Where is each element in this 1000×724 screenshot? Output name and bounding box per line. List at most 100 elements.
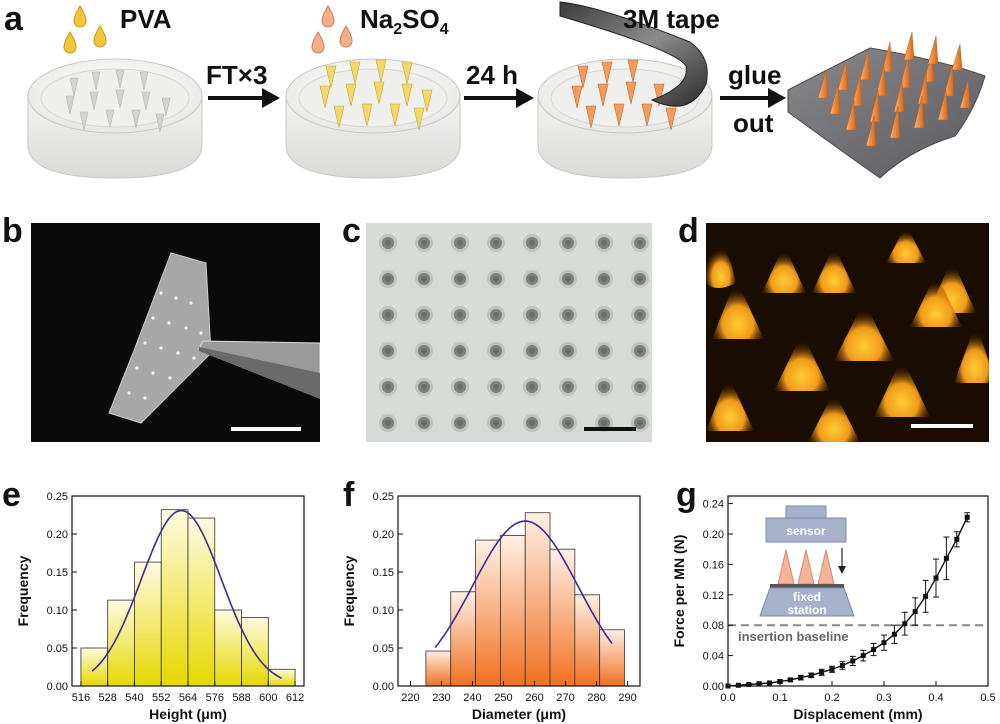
x-tick-label: 0.0 (720, 692, 735, 704)
y-tick-label: 0.05 (373, 643, 394, 655)
gaussian-fit-line (91, 509, 283, 680)
mold-dish-3 (537, 58, 713, 179)
y-tick-label: 0.20 (47, 529, 68, 541)
y-tick-label: 0.25 (373, 491, 394, 503)
histogram-bar (574, 594, 601, 687)
microwell (523, 378, 541, 396)
x-tick-label: 0.5 (980, 692, 995, 704)
data-point (767, 680, 773, 686)
x-tick-label: 0.1 (772, 692, 787, 704)
y-tick-label: 0.08 (703, 620, 724, 632)
glue-label: glue (728, 60, 782, 90)
x-tick-label: 280 (587, 692, 605, 704)
microwell (379, 414, 397, 432)
out-label: out (733, 108, 774, 138)
needle-cone (797, 549, 815, 585)
x-tick-label: 240 (463, 692, 481, 704)
data-point (819, 669, 825, 675)
y-tick-label: 0.05 (47, 643, 68, 655)
station-label-line-1: fixed (793, 590, 821, 604)
x-axis-title: Displacement (mm) (793, 706, 922, 722)
microwell (415, 342, 433, 360)
panel-label-a: a (4, 0, 23, 38)
microwell (559, 378, 577, 396)
y-axis-title: Frequency (341, 555, 357, 626)
sensor-label: sensor (786, 524, 826, 538)
microwell (559, 234, 577, 252)
data-point (954, 536, 960, 542)
microwell (451, 414, 469, 432)
microwell (487, 234, 505, 252)
x-axis-title: Height (μm) (149, 706, 227, 722)
microwell (451, 270, 469, 288)
histogram-bar (80, 647, 109, 687)
fluorescence-photo (706, 223, 989, 442)
panel-label-f: f (343, 476, 355, 514)
needle-cone (817, 549, 835, 585)
station-label-line-2: station (787, 603, 826, 617)
microwell (487, 342, 505, 360)
microwell (559, 414, 577, 432)
microwell (523, 414, 541, 432)
panel-label-g: g (676, 476, 697, 514)
microwell (415, 234, 433, 252)
microwell (379, 342, 397, 360)
data-point (933, 575, 939, 581)
x-tick-label: 576 (206, 692, 224, 704)
x-tick-label: 516 (72, 692, 90, 704)
microwell (559, 270, 577, 288)
microwell (631, 342, 649, 360)
scale-bar (911, 424, 973, 428)
microwell (595, 270, 613, 288)
sodium-sulfate-droplets-icon (311, 5, 353, 54)
y-tick-label: 0.20 (373, 529, 394, 541)
microwell (523, 270, 541, 288)
fixed-station-block (759, 587, 855, 617)
x-tick-label: 260 (525, 692, 543, 704)
histogram-bar (425, 650, 452, 687)
microwell (451, 378, 469, 396)
x-tick-label: 528 (99, 692, 117, 704)
microwell (487, 306, 505, 324)
gaussian-fit-line (434, 520, 613, 648)
sodium-sulfate-label: Na2SO4 (360, 4, 449, 39)
scale-bar (231, 427, 301, 431)
histogram-bar (107, 599, 135, 687)
microscopy-grid-photo (366, 223, 652, 442)
histogram-bar (499, 535, 526, 687)
needle-cone (777, 549, 795, 585)
microwell (487, 414, 505, 432)
microwell (523, 342, 541, 360)
x-tick-label: 612 (286, 692, 304, 704)
sensor-block (765, 517, 847, 543)
down-arrow-head-icon (838, 566, 846, 574)
microwell (631, 270, 649, 288)
microwell (415, 270, 433, 288)
microwell (379, 378, 397, 396)
y-tick-label: 0.16 (703, 559, 724, 571)
microwell (451, 306, 469, 324)
y-tick-label: 0.04 (703, 651, 724, 663)
histogram-bar (599, 629, 625, 687)
patch-photo (31, 223, 320, 442)
microwell (379, 234, 397, 252)
panel-label-c: c (342, 212, 361, 250)
histogram-bar (450, 591, 476, 687)
freeze-thaw-label: FT×3 (206, 60, 268, 90)
x-tick-label: 0.4 (928, 692, 943, 704)
scale-bar (584, 427, 636, 431)
y-axis-title: Force per MN (N) (671, 535, 687, 648)
data-point (881, 640, 887, 646)
y-tick-label: 0.00 (47, 681, 68, 693)
y-tick-label: 0.15 (47, 567, 68, 579)
panel-label-b: b (2, 212, 23, 250)
x-tick-label: 600 (259, 692, 277, 704)
microwell (523, 306, 541, 324)
data-point (891, 631, 897, 637)
data-point (829, 666, 835, 672)
y-tick-label: 0.10 (47, 605, 68, 617)
diameter-histogram-chart: 0.00 0.05 0.10 0.15 0.20 0.25 220 230 240 250 260 2… (341, 491, 641, 722)
y-tick-label: 0.00 (373, 681, 394, 693)
y-tick-label: 0.00 (703, 681, 724, 693)
